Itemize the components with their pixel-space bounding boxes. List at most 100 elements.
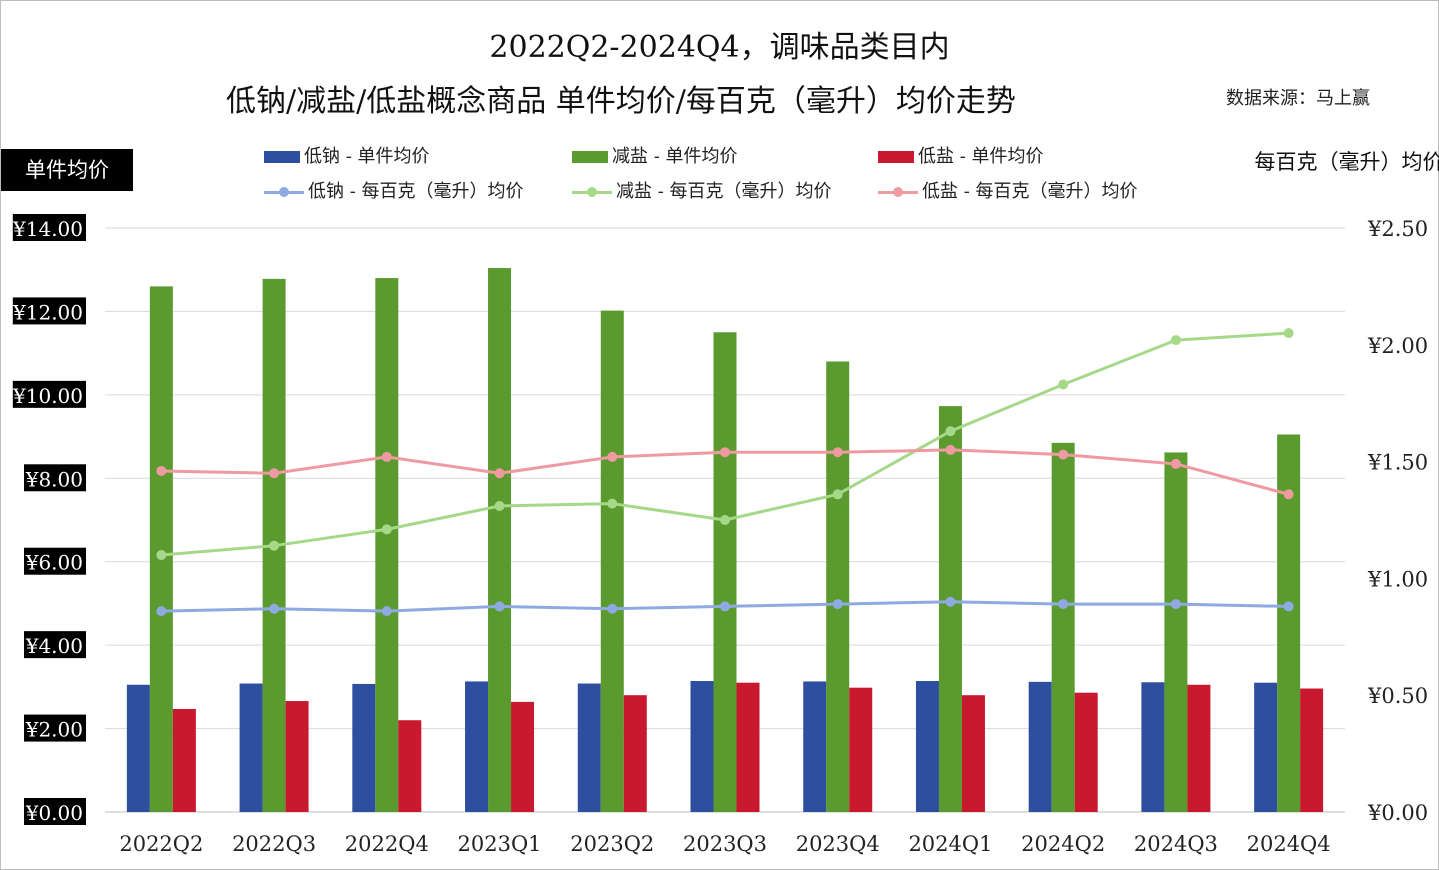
right-tick-label: ¥0.50 xyxy=(1367,684,1428,708)
line-reduced-salt-point xyxy=(1170,335,1181,346)
right-tick-label: ¥2.50 xyxy=(1367,217,1428,241)
bar-low-salt xyxy=(1074,692,1098,812)
line-reduced-salt-point xyxy=(269,540,280,551)
legend-item-bar-low-sodium: 低钠 - 单件均价 xyxy=(264,142,430,168)
chart-title-line1: 2022Q2-2024Q4，调味品类目内 xyxy=(489,30,950,65)
line-low-salt-point xyxy=(1170,458,1181,469)
bar-reduced-salt xyxy=(713,332,737,812)
left-tick-label-bg xyxy=(12,214,86,241)
line-reduced-salt-point xyxy=(607,498,618,509)
right-axis-title: 每百克（毫升）均价 xyxy=(1254,150,1439,174)
line-low-salt-point xyxy=(494,468,505,479)
x-tick-label: 2024Q4 xyxy=(1247,832,1331,856)
bar-low-sodium xyxy=(577,683,601,812)
legend-swatch-bar-low-sodium xyxy=(264,151,300,163)
legend-swatch-line-reduced-salt xyxy=(572,186,612,198)
bar-low-sodium xyxy=(352,683,376,812)
bar-reduced-salt xyxy=(149,286,173,812)
x-tick-label: 2024Q3 xyxy=(1134,832,1218,856)
line-reduced-salt-point xyxy=(156,550,167,561)
line-low-salt-point xyxy=(156,465,167,476)
line-low-sodium-point xyxy=(1283,601,1294,612)
line-low-sodium-point xyxy=(945,596,956,607)
bar-low-salt xyxy=(172,708,196,812)
line-low-sodium-point xyxy=(494,601,505,612)
bar-low-sodium xyxy=(1141,682,1165,812)
left-tick-label: ¥14.00 xyxy=(12,217,83,241)
line-low-sodium-point xyxy=(269,603,280,614)
line-reduced-salt-point xyxy=(832,489,843,500)
bar-low-salt xyxy=(623,695,647,812)
bar-reduced-salt xyxy=(375,278,399,812)
bar-low-salt xyxy=(398,720,422,812)
right-tick-label: ¥1.00 xyxy=(1367,567,1428,591)
legend-label: 低盐 - 每百克（毫升）均价 xyxy=(922,181,1138,202)
left-tick-label-bg xyxy=(24,631,86,659)
bar-low-sodium xyxy=(803,681,827,812)
line-low-salt-point xyxy=(381,451,392,462)
line-low-salt-point xyxy=(607,451,618,462)
line-low-salt-point xyxy=(269,468,280,479)
legend-label: 低盐 - 单件均价 xyxy=(918,146,1044,167)
legend-swatch-bar-reduced-salt xyxy=(572,151,608,163)
bar-reduced-salt xyxy=(1164,452,1188,812)
left-tick-label-bg xyxy=(24,464,86,492)
bar-low-sodium xyxy=(126,684,150,812)
line-low-sodium-point xyxy=(720,601,730,612)
line-low-sodium-point xyxy=(156,606,167,617)
line-reduced-salt-point xyxy=(494,500,505,511)
line-reduced-salt-point xyxy=(1283,328,1294,339)
bar-low-salt xyxy=(285,701,309,812)
line-low-salt-point xyxy=(1058,449,1069,460)
line-low-salt-point xyxy=(1283,489,1294,500)
left-tick-label-bg xyxy=(24,547,86,575)
bar-low-salt xyxy=(1300,688,1324,812)
bar-low-sodium xyxy=(239,683,263,812)
legend-item-line-low-sodium: 低钠 - 每百克（毫升）均价 xyxy=(264,177,524,203)
left-tick-label: ¥2.00 xyxy=(25,718,83,742)
left-tick-label-bg xyxy=(12,297,86,325)
right-tick-label: ¥1.50 xyxy=(1367,451,1428,475)
legend-item-line-reduced-salt: 减盐 - 每百克（毫升）均价 xyxy=(572,177,832,203)
x-tick-label: 2022Q4 xyxy=(345,832,429,856)
line-low-sodium-point xyxy=(381,606,392,617)
bar-low-sodium xyxy=(915,681,939,812)
bar-low-sodium xyxy=(1254,682,1278,812)
x-tick-label: 2024Q1 xyxy=(908,832,992,856)
legend-label: 减盐 - 单件均价 xyxy=(612,146,738,167)
x-tick-label: 2022Q2 xyxy=(119,832,203,856)
left-tick-label-bg xyxy=(24,714,86,742)
bar-low-salt xyxy=(511,701,535,812)
legend-item-bar-low-salt: 低盐 - 单件均价 xyxy=(878,142,1044,168)
line-low-sodium-point xyxy=(832,599,843,610)
left-tick-label: ¥4.00 xyxy=(25,634,83,658)
left-tick-label-bg xyxy=(12,380,86,408)
x-tick-label: 2023Q3 xyxy=(683,832,767,856)
left-tick-label: ¥10.00 xyxy=(12,384,83,408)
left-tick-label: ¥12.00 xyxy=(12,300,83,324)
line-low-salt-point xyxy=(720,447,730,458)
x-tick-label: 2024Q2 xyxy=(1021,832,1105,856)
x-tick-label: 2023Q2 xyxy=(570,832,654,856)
left-tick-label: ¥0.00 xyxy=(25,801,83,825)
x-tick-label: 2023Q4 xyxy=(796,832,880,856)
bar-low-sodium xyxy=(1028,681,1052,812)
legend-label: 低钠 - 单件均价 xyxy=(304,146,430,167)
bar-low-salt xyxy=(961,695,985,812)
legend-item-bar-reduced-salt: 减盐 - 单件均价 xyxy=(572,142,738,168)
bar-reduced-salt xyxy=(488,268,512,812)
line-reduced-salt-point xyxy=(720,515,730,525)
legend-label: 减盐 - 每百克（毫升）均价 xyxy=(616,181,832,202)
bar-reduced-salt xyxy=(938,406,962,812)
line-low-salt-point xyxy=(945,444,956,455)
bar-low-salt xyxy=(736,682,760,812)
bar-low-sodium xyxy=(690,681,714,812)
left-axis-title: 单件均价 xyxy=(1,149,133,191)
line-low-sodium-point xyxy=(1058,599,1069,610)
legend-label: 低钠 - 每百克（毫升）均价 xyxy=(308,181,524,202)
line-low-sodium-point xyxy=(607,603,618,614)
right-tick-label: ¥2.00 xyxy=(1367,334,1428,358)
bar-low-salt xyxy=(1187,684,1211,812)
legend-item-line-low-salt: 低盐 - 每百克（毫升）均价 xyxy=(878,177,1138,203)
